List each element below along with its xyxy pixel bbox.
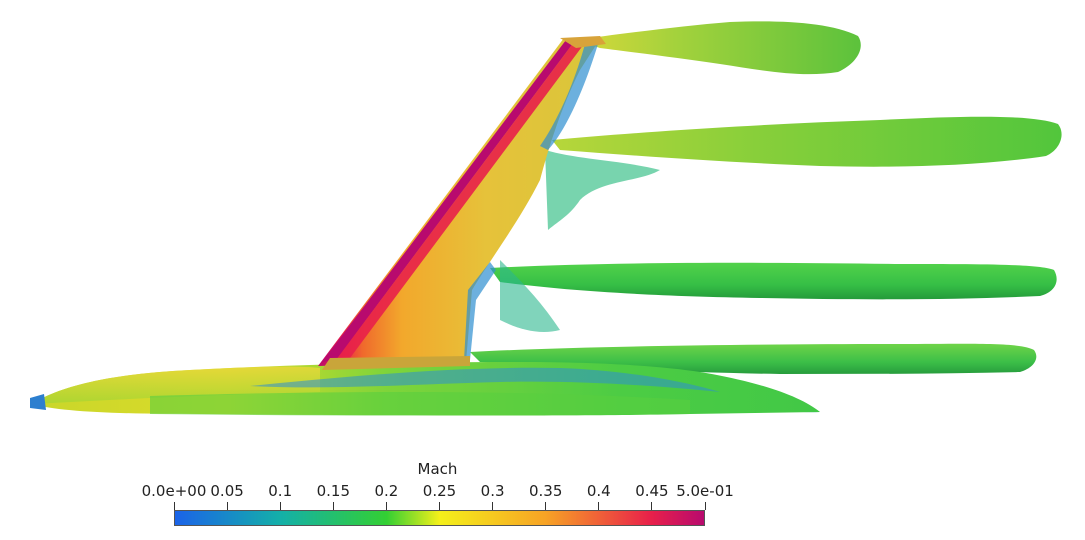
colorbar-tick-mark [439,502,440,510]
flow-visualization [30,21,1062,416]
colorbar-tick-label: 0.0e+00 [141,482,207,500]
colorbar-tick-mark [385,502,387,510]
colorbar-tick-label: 0.1 [268,482,293,500]
midspan-vortex [490,262,1057,300]
colorbar-tick-mark [598,502,600,510]
colorbar-tick-mark [545,502,547,510]
outboard-vortex [552,116,1062,167]
colorbar-tick-label: 5.0e-01 [676,482,734,500]
colorbar-tick-label: 0.25 [422,482,457,500]
colorbar-tick-mark [226,502,228,510]
colorbar-tick-mark [492,502,494,510]
colorbar-gradient [174,510,705,526]
colorbar-tick-mark [332,502,334,510]
colorbar-tick-label: 0.35 [528,482,563,500]
colorbar-tick-mark [704,502,706,510]
colorbar-tick-mark [279,502,281,510]
colorbar-tick-mark [651,502,653,510]
colorbar-tick-label: 0.4 [586,482,611,500]
colorbar-tick-label: 0.15 [316,482,350,500]
colorbar-tick-label: 0.05 [210,482,244,500]
tip-vortex [575,21,861,75]
colorbar-tick-label: 0.45 [635,482,669,500]
mach-colorbar: Mach 0.0e+00 0.05 0.1 0.15 0.2 0.25 0.3 0.35 0.4… [0,450,1085,540]
colorbar-tick-label: 0.2 [374,482,399,500]
wing [318,36,606,370]
colorbar-title: Mach [417,460,458,478]
colorbar-tick-label: 0.3 [480,482,505,500]
colorbar-tick-mark [173,502,175,510]
fuselage [30,362,820,416]
